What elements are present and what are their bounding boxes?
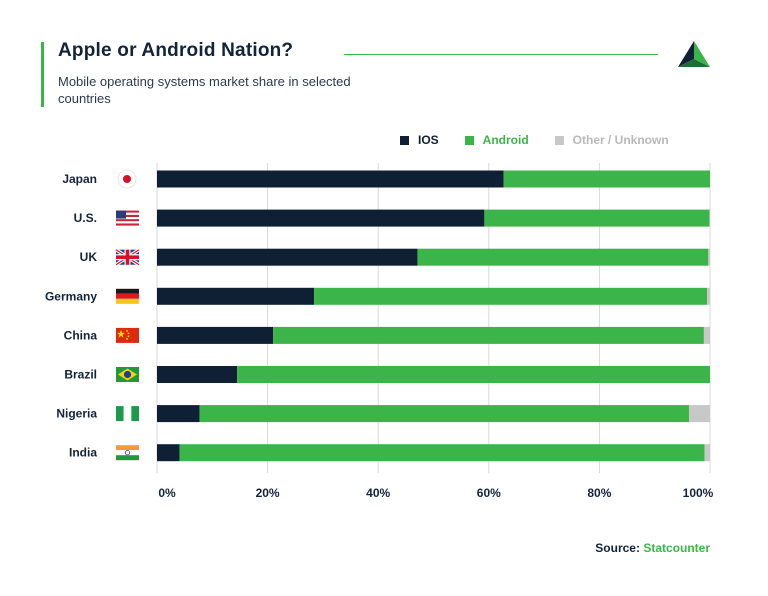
bar-ios [157,326,274,344]
brazil-flag-icon [116,367,139,382]
category-label: Japan [62,172,97,186]
bar-other [703,326,710,344]
bar-android [273,326,704,344]
legend-item-ios: IOS [400,133,439,147]
germany-flag-icon [116,288,139,304]
category-label: U.S. [74,211,97,225]
source-label: Source: [595,541,640,555]
bar-other [708,248,710,266]
bar-android [237,366,710,383]
nigeria-flag-icon [116,406,139,422]
category-label: Brazil [64,368,97,382]
bar-other [688,405,710,423]
bar-android [199,405,689,423]
x-tick-label: 20% [256,486,280,500]
category-label: Nigeria [56,407,97,421]
legend-label-other: Other / Unknown [572,133,669,147]
x-tick-label: 80% [587,486,611,500]
source-note: Source: Statcounter [595,541,710,555]
legend-swatch-android [464,135,474,145]
bar-ios [157,287,315,305]
legend-swatch-other [554,135,564,145]
bar-ios [157,366,238,383]
chart-title: Apple or Android Nation? [58,40,294,61]
legend-label-android: Android [482,133,529,147]
bar-ios [157,444,180,462]
legend-item-android: Android [464,133,529,147]
us-flag-icon [116,210,139,226]
bar-android [484,209,710,227]
brand-logo-icon [677,40,711,73]
bar-other [707,287,710,305]
uk-flag-icon [115,248,140,267]
bar-other [709,209,710,227]
title-rule [344,54,658,55]
bar-ios [157,405,200,423]
bar-ios [157,248,418,266]
category-label: China [64,328,98,342]
source-name: Statcounter [643,541,710,555]
category-label: UK [80,250,98,264]
bar-android [314,287,708,305]
title-accent-bar [41,42,44,107]
legend-swatch-ios [400,135,409,145]
india-flag-icon [116,445,139,461]
category-label: Germany [45,289,97,303]
x-tick-label: 60% [477,486,501,500]
bar-ios [157,209,485,227]
legend-label-ios: IOS [418,133,439,147]
chart-subtitle: Mobile operating systems market share in… [58,74,351,106]
bar-android [417,248,709,266]
japan-flag-disc [123,175,131,183]
bar-android [179,444,705,462]
china-flag-icon [116,327,139,343]
chart-legend: IOS Android Other / Unknown [400,133,669,147]
x-tick-label: 40% [366,486,390,500]
category-label: India [69,446,97,460]
bar-ios [157,170,504,188]
bar-android [503,170,710,188]
x-tick-label: 100% [683,486,714,500]
bar-other [704,444,710,462]
x-tick-label: 0% [158,486,176,500]
legend-item-other: Other / Unknown [554,133,669,147]
